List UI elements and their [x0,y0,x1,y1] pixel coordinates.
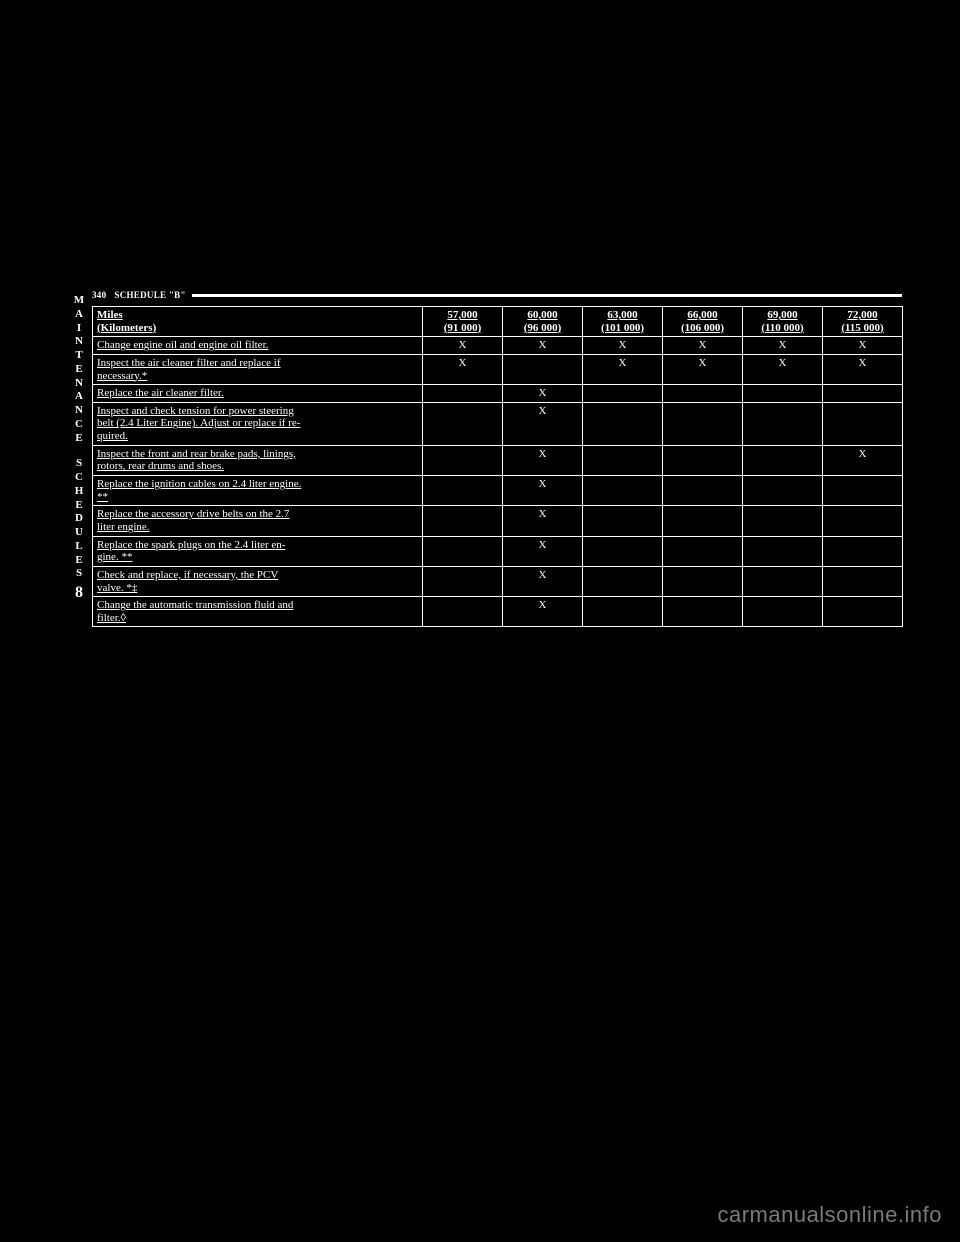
row-desc: Inspect the front and rear brake pads, l… [93,445,423,475]
cell [823,597,903,627]
table-row: Replace the spark plugs on the 2.4 liter… [93,536,903,566]
cell [583,566,663,596]
cell [743,566,823,596]
cell [663,536,743,566]
header-rule [192,294,902,297]
cell [743,536,823,566]
table-row: Check and replace, if necessary, the PCV… [93,566,903,596]
row-desc: Change the automatic transmission fluid … [93,597,423,627]
cell [743,445,823,475]
cell: X [823,445,903,475]
cell: X [503,385,583,403]
cell: X [743,337,823,355]
side-tab: M A I N T E N A N C E S C H E D U L E S … [68,290,90,607]
cell [423,536,503,566]
row-desc: Replace the spark plugs on the 2.4 liter… [93,536,423,566]
cell [583,385,663,403]
cell [823,536,903,566]
table-row: Inspect the air cleaner filter and repla… [93,354,903,384]
row-desc: Inspect the air cleaner filter and repla… [93,354,423,384]
cell: X [503,536,583,566]
cell [663,506,743,536]
cell [743,385,823,403]
cell [663,385,743,403]
cell [663,402,743,445]
cell: X [503,597,583,627]
cell: X [503,402,583,445]
header-col-3: 66,000(106 000) [663,307,743,337]
cell [583,597,663,627]
row-desc: Replace the accessory drive belts on the… [93,506,423,536]
table-row: Change engine oil and engine oil filter.… [93,337,903,355]
cell [583,536,663,566]
cell: X [503,337,583,355]
header-col-5: 72,000(115 000) [823,307,903,337]
cell [423,566,503,596]
row-desc: Check and replace, if necessary, the PCV… [93,566,423,596]
cell: X [423,354,503,384]
cell: X [423,337,503,355]
cell [823,402,903,445]
cell [423,506,503,536]
table-row: Replace the ignition cables on 2.4 liter… [93,476,903,506]
cell: X [823,354,903,384]
cell [423,402,503,445]
table-row: Inspect the front and rear brake pads, l… [93,445,903,475]
cell [423,385,503,403]
cell [503,354,583,384]
table-row: Change the automatic transmission fluid … [93,597,903,627]
cell [663,597,743,627]
header-col-4: 69,000(110 000) [743,307,823,337]
cell [423,445,503,475]
table-row: Inspect and check tension for power stee… [93,402,903,445]
cell: X [663,354,743,384]
cell [663,476,743,506]
header-col-0: 57,000(91 000) [423,307,503,337]
side-tab-word2: S C H E D U L E S [68,453,90,581]
cell [743,402,823,445]
page-number-top: 340 [92,290,106,300]
cell [823,476,903,506]
cell [743,506,823,536]
cell [743,597,823,627]
cell [743,476,823,506]
row-desc: Replace the air cleaner filter. [97,387,224,399]
page-content: 340 SCHEDULE "B" Miles (Kilometers) 57,0… [92,290,902,627]
cell: X [583,337,663,355]
cell: X [503,445,583,475]
side-tab-page-number: 8 [68,581,90,607]
cell [823,385,903,403]
row-desc: Replace the ignition cables on 2.4 liter… [93,476,423,506]
cell [663,566,743,596]
page-title: SCHEDULE "B" [114,290,185,300]
cell: X [743,354,823,384]
header-col-2: 63,000(101 000) [583,307,663,337]
table-header-row: Miles (Kilometers) 57,000(91 000) 60,000… [93,307,903,337]
cell: X [503,566,583,596]
header-label: Miles (Kilometers) [93,307,423,337]
side-tab-word1: M A I N T E N A N C E [68,290,90,445]
cell [583,476,663,506]
cell: X [663,337,743,355]
cell: X [503,506,583,536]
header-col-1: 60,000(96 000) [503,307,583,337]
cell [823,566,903,596]
maintenance-table: Miles (Kilometers) 57,000(91 000) 60,000… [92,306,903,627]
cell [583,506,663,536]
cell: X [583,354,663,384]
cell [583,402,663,445]
cell [583,445,663,475]
cell [823,506,903,536]
table-row: Replace the air cleaner filter. X [93,385,903,403]
cell [663,445,743,475]
cell [423,597,503,627]
watermark: carmanualsonline.info [717,1202,942,1228]
page-header: 340 SCHEDULE "B" [92,290,902,300]
cell: X [503,476,583,506]
cell: X [823,337,903,355]
table-row: Replace the accessory drive belts on the… [93,506,903,536]
row-desc: Change engine oil and engine oil filter. [97,339,268,351]
row-desc: Inspect and check tension for power stee… [93,402,423,445]
cell [423,476,503,506]
